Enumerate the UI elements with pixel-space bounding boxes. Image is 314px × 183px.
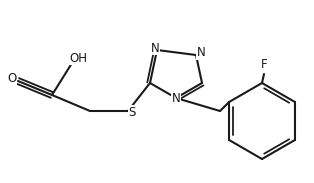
Text: N: N [197, 46, 205, 59]
Text: S: S [128, 106, 136, 119]
Text: F: F [261, 59, 267, 72]
Text: O: O [7, 72, 17, 85]
Text: OH: OH [69, 51, 87, 64]
Text: N: N [151, 42, 160, 55]
Text: N: N [172, 92, 180, 106]
